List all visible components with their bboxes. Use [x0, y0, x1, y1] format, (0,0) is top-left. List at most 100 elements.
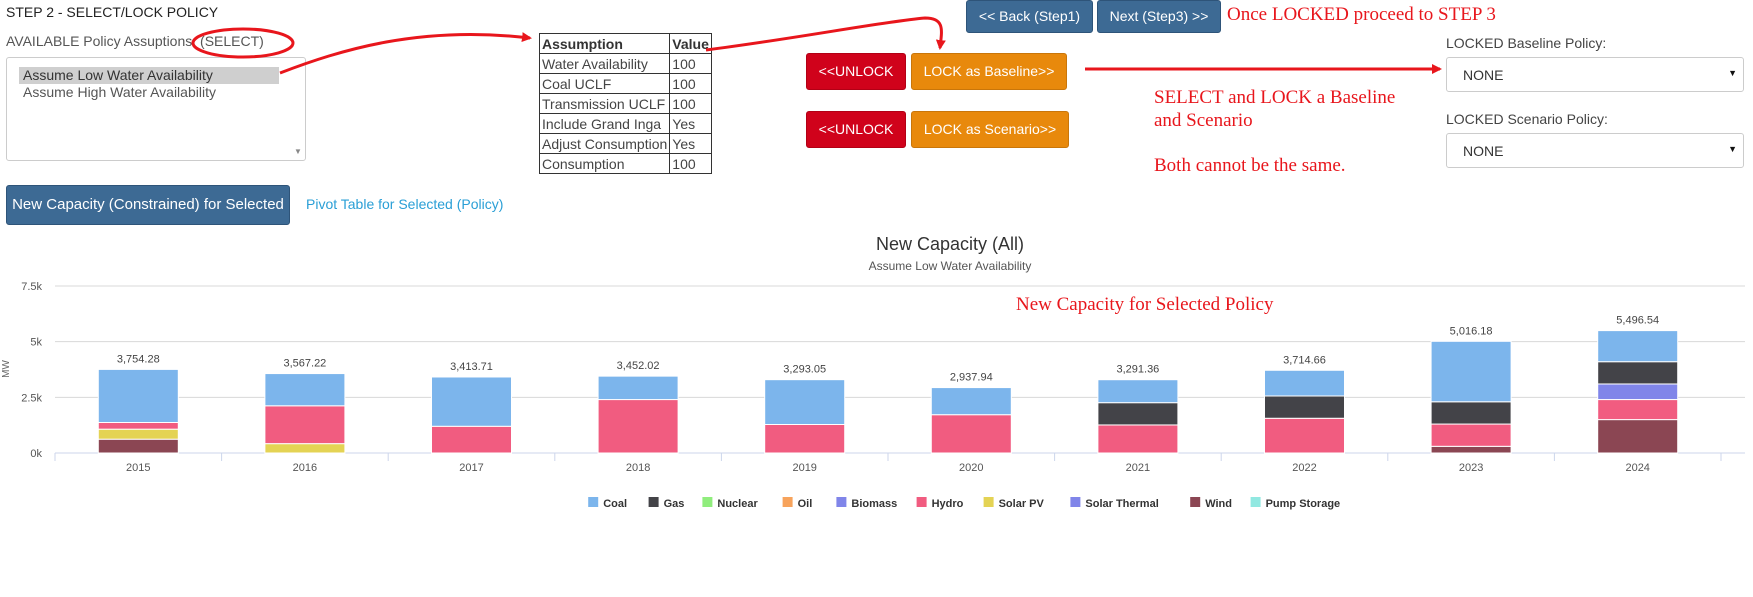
total-data-label: 2,937.94	[950, 372, 993, 384]
x-tick-label: 2018	[626, 462, 650, 474]
legend-swatch	[836, 497, 847, 507]
bar-segment-gas[interactable]	[1597, 361, 1679, 385]
bar-segment-coal[interactable]	[1430, 340, 1512, 403]
x-tick-label: 2019	[792, 462, 816, 474]
y-tick-label: 7.5k	[21, 281, 42, 293]
next-button[interactable]: Next (Step3) >>	[1097, 0, 1221, 33]
pivot-table-link[interactable]: Pivot Table for Selected (Policy)	[306, 196, 504, 212]
bar-segment-hydro[interactable]	[597, 399, 679, 454]
total-data-label: 3,754.28	[117, 353, 160, 365]
legend-item-hydro[interactable]: Hydro	[916, 497, 964, 510]
bar-segment-coal[interactable]	[1097, 379, 1179, 404]
assumption-value: 100	[669, 53, 712, 74]
scroll-down-icon[interactable]: ▼	[294, 147, 302, 156]
bar-segment-coal[interactable]	[1597, 330, 1679, 363]
legend-swatch	[588, 497, 599, 507]
bar-segment-hydro[interactable]	[1097, 424, 1179, 454]
total-data-label: 3,291.36	[1116, 364, 1159, 376]
legend-label: Gas	[664, 498, 685, 510]
policy-option[interactable]: Assume Low Water Availability	[19, 67, 279, 84]
x-tick-label: 2015	[126, 462, 150, 474]
bar-segment-hydro[interactable]	[1264, 417, 1345, 454]
bar-segment-coal[interactable]	[764, 379, 846, 425]
y-tick-label: 5k	[30, 337, 42, 349]
legend-item-wind[interactable]: Wind	[1190, 497, 1232, 510]
legend-swatch	[702, 497, 713, 507]
policy-option[interactable]: Assume High Water Availability	[23, 84, 216, 100]
assumption-value: 100	[669, 93, 712, 114]
legend-swatch	[1190, 497, 1201, 507]
y-tick-label: 0k	[30, 448, 42, 460]
unlock-baseline-button[interactable]: <<UNLOCK	[806, 53, 906, 90]
bar-segment-hydro[interactable]	[764, 423, 846, 454]
back-button[interactable]: << Back (Step1)	[966, 0, 1093, 33]
total-data-label: 3,567.22	[283, 358, 326, 370]
annotation-locked-proceed: Once LOCKED proceed to STEP 3	[1227, 4, 1496, 25]
bar-segment-coal[interactable]	[1264, 369, 1345, 397]
bar-segment-hydro[interactable]	[264, 405, 346, 445]
legend-label: Wind	[1205, 498, 1232, 510]
legend-item-solar-thermal[interactable]: Solar Thermal	[1070, 497, 1159, 510]
bar-segment-hydro[interactable]	[97, 421, 179, 430]
locked-scenario-label: LOCKED Scenario Policy:	[1446, 111, 1608, 127]
bar-segment-solar-pv[interactable]	[264, 443, 346, 454]
x-tick-label: 2023	[1459, 462, 1483, 474]
unlock-scenario-button[interactable]: <<UNLOCK	[806, 111, 906, 148]
x-tick-label: 2022	[1292, 462, 1316, 474]
locked-baseline-select[interactable]: NONE ▼	[1446, 57, 1744, 92]
legend-item-coal[interactable]: Coal	[588, 497, 627, 510]
new-capacity-chart: New Capacity (All) Assume Low Water Avai…	[1, 234, 1745, 510]
listbox-scrollbar[interactable]: ▼	[293, 60, 303, 156]
total-data-label: 3,452.02	[617, 360, 660, 372]
annotation-select-lock: and Scenario	[1154, 110, 1253, 131]
bar-segment-solar-thermal[interactable]	[1597, 383, 1679, 401]
new-capacity-button[interactable]: New Capacity (Constrained) for Selected	[6, 185, 290, 225]
bar-segment-hydro[interactable]	[930, 414, 1012, 454]
bar-segment-gas[interactable]	[1097, 402, 1179, 426]
bar-segment-wind[interactable]	[1430, 445, 1512, 454]
available-policy-label: AVAILABLE Policy Assuptions: (SELECT)	[6, 33, 264, 49]
legend-swatch	[648, 497, 659, 507]
column-header: Value	[669, 33, 712, 54]
bar-segment-coal[interactable]	[97, 368, 179, 423]
bar-segment-gas[interactable]	[1264, 395, 1345, 419]
bar-segment-coal[interactable]	[930, 387, 1012, 416]
bar-segment-hydro[interactable]	[431, 425, 512, 454]
legend-item-gas[interactable]: Gas	[648, 497, 685, 510]
legend-item-oil[interactable]: Oil	[782, 497, 813, 510]
x-tick-label: 2016	[293, 462, 317, 474]
table-row: Consumption 100	[538, 153, 712, 174]
legend-label: Oil	[798, 498, 813, 510]
lock-scenario-button[interactable]: LOCK as Scenario>>	[911, 111, 1069, 148]
bar-segment-coal[interactable]	[264, 373, 346, 407]
policy-listbox[interactable]: Assume Low Water Availability Assume Hig…	[6, 57, 306, 161]
legend-item-biomass[interactable]: Biomass	[836, 497, 897, 510]
legend-item-pump-storage[interactable]: Pump Storage	[1250, 497, 1341, 510]
total-data-label: 3,413.71	[450, 361, 493, 373]
x-tick-label: 2021	[1126, 462, 1150, 474]
total-data-label: 5,496.54	[1616, 315, 1659, 327]
assumption-value: 100	[669, 73, 712, 94]
bar-segment-wind[interactable]	[1597, 419, 1679, 454]
bar-segment-coal[interactable]	[597, 375, 679, 401]
legend-label: Nuclear	[717, 498, 758, 510]
bar-segment-solar-pv[interactable]	[97, 428, 179, 440]
locked-scenario-select[interactable]: NONE ▼	[1446, 133, 1744, 168]
x-tick-label: 2017	[459, 462, 483, 474]
legend-item-nuclear[interactable]: Nuclear	[702, 497, 758, 510]
lock-baseline-button[interactable]: LOCK as Baseline>>	[911, 53, 1067, 90]
legend-swatch	[1070, 497, 1081, 507]
legend-item-solar-pv[interactable]: Solar PV	[983, 497, 1045, 510]
legend-swatch	[782, 497, 793, 507]
bar-segment-hydro[interactable]	[1430, 423, 1512, 447]
bar-segment-wind[interactable]	[97, 438, 179, 454]
column-header: Assumption	[538, 33, 671, 54]
bar-segment-coal[interactable]	[431, 376, 512, 427]
bar-segment-hydro[interactable]	[1597, 399, 1679, 421]
assumption-value: 100	[669, 153, 712, 174]
bar-segment-gas[interactable]	[1430, 401, 1512, 425]
total-data-label: 5,016.18	[1450, 325, 1493, 337]
table-header-row: Assumption Value	[538, 33, 712, 54]
legend-swatch	[916, 497, 927, 507]
table-row: Include Grand Inga Yes	[538, 113, 712, 134]
